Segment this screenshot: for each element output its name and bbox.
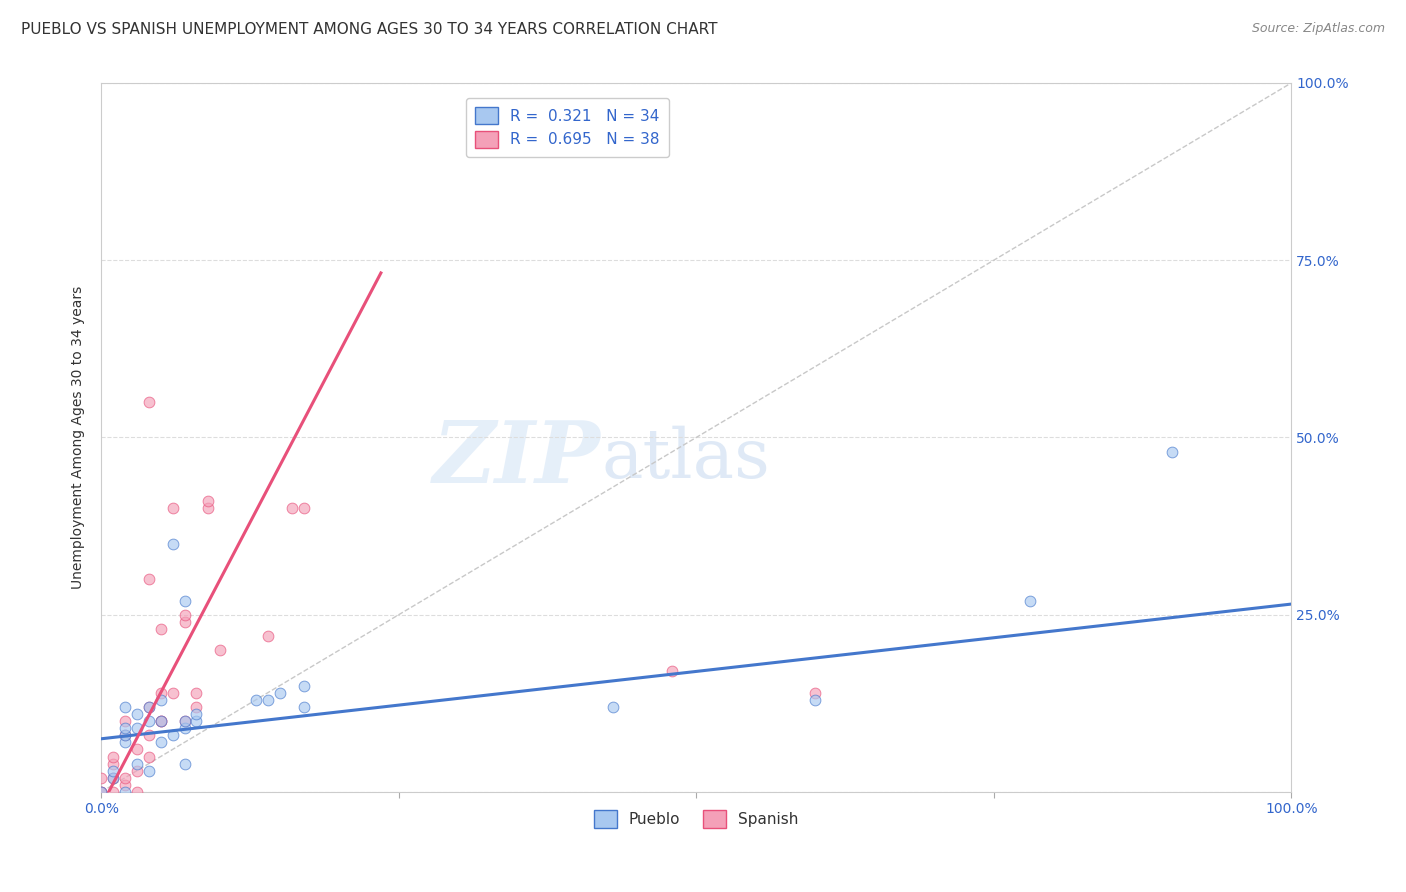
Point [114, 714, 136, 728]
Point [173, 714, 195, 728]
Point [90, 785, 112, 799]
Point [256, 693, 278, 707]
Point [138, 714, 160, 728]
Point [186, 706, 208, 721]
Text: atlas: atlas [600, 425, 770, 491]
Point [101, 749, 124, 764]
Point [173, 593, 195, 607]
Point [173, 607, 195, 622]
Text: Source: ZipAtlas.com: Source: ZipAtlas.com [1251, 22, 1385, 36]
Point [602, 699, 624, 714]
Point [101, 764, 124, 778]
Point [292, 679, 315, 693]
Point [173, 714, 195, 728]
Point [804, 686, 827, 700]
Point [269, 686, 291, 700]
Point [1018, 593, 1040, 607]
Point [149, 714, 172, 728]
Point [149, 693, 172, 707]
Point [197, 494, 219, 508]
Point [149, 622, 172, 636]
Point [114, 699, 136, 714]
Legend: Pueblo, Spanish: Pueblo, Spanish [588, 804, 804, 834]
Text: ZIP: ZIP [433, 417, 600, 500]
Point [114, 721, 136, 735]
Point [125, 721, 148, 735]
Point [162, 686, 184, 700]
Point [125, 785, 148, 799]
Point [138, 699, 160, 714]
Point [186, 686, 208, 700]
Point [114, 735, 136, 749]
Point [804, 693, 827, 707]
Point [162, 501, 184, 516]
Point [186, 714, 208, 728]
Point [125, 706, 148, 721]
Point [149, 714, 172, 728]
Point [162, 537, 184, 551]
Point [138, 764, 160, 778]
Point [256, 629, 278, 643]
Point [125, 742, 148, 756]
Point [173, 721, 195, 735]
Point [90, 771, 112, 785]
Point [186, 699, 208, 714]
Point [173, 756, 195, 771]
Point [1161, 444, 1184, 458]
Point [114, 771, 136, 785]
Point [149, 686, 172, 700]
Point [149, 735, 172, 749]
Point [149, 714, 172, 728]
Point [138, 749, 160, 764]
Point [101, 785, 124, 799]
Point [292, 501, 315, 516]
Point [114, 728, 136, 742]
Point [209, 643, 232, 657]
Point [173, 615, 195, 629]
Point [101, 756, 124, 771]
Point [138, 699, 160, 714]
Point [197, 501, 219, 516]
Point [125, 764, 148, 778]
Point [280, 501, 302, 516]
Point [138, 395, 160, 409]
Point [101, 771, 124, 785]
Point [245, 693, 267, 707]
Point [125, 756, 148, 771]
Point [114, 728, 136, 742]
Point [90, 785, 112, 799]
Point [114, 778, 136, 792]
Point [162, 728, 184, 742]
Y-axis label: Unemployment Among Ages 30 to 34 years: Unemployment Among Ages 30 to 34 years [72, 285, 86, 589]
Point [292, 699, 315, 714]
Text: PUEBLO VS SPANISH UNEMPLOYMENT AMONG AGES 30 TO 34 YEARS CORRELATION CHART: PUEBLO VS SPANISH UNEMPLOYMENT AMONG AGE… [21, 22, 717, 37]
Point [138, 728, 160, 742]
Point [661, 665, 683, 679]
Point [90, 785, 112, 799]
Point [138, 572, 160, 586]
Point [114, 785, 136, 799]
Point [101, 771, 124, 785]
